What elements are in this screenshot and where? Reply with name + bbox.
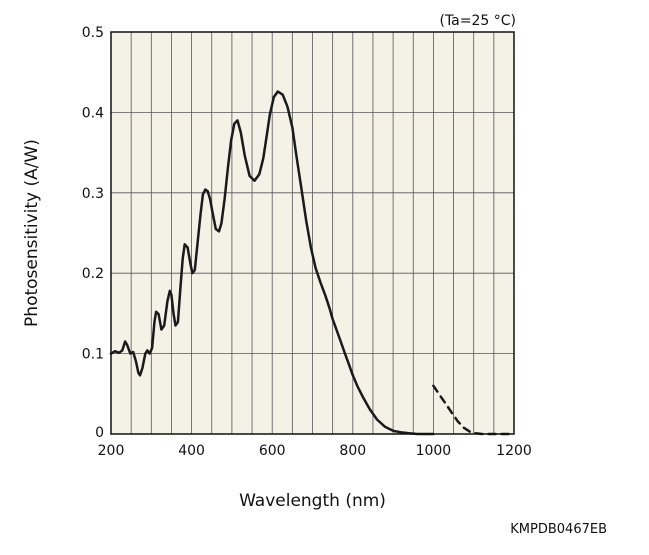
y-tick-label: 0.4 xyxy=(82,105,104,121)
tick-labels: 200 400 600 800 1000 1200 0 0.1 0.2 0.3 0.4 0.5 xyxy=(82,25,532,459)
y-tick-label: 0.5 xyxy=(82,25,104,41)
x-axis-label: Wavelength (nm) xyxy=(239,491,386,511)
plot-frame xyxy=(110,31,515,435)
series-line-solid xyxy=(109,90,435,436)
x-tick-label: 200 xyxy=(98,443,125,459)
y-tick-label: 0 xyxy=(95,425,104,441)
grid-lines xyxy=(111,32,514,434)
x-tick-label: 800 xyxy=(339,443,366,459)
condition-note: (Ta=25 °C) xyxy=(439,13,516,29)
y-tick-label: 0.2 xyxy=(82,266,104,282)
figure-code: KMPDB0467EB xyxy=(510,522,607,537)
x-tick-label: 1000 xyxy=(416,443,452,459)
x-tick-label: 600 xyxy=(259,443,286,459)
series-lines xyxy=(109,90,516,436)
y-axis-label: Photosensitivity (A/W) xyxy=(22,139,42,327)
series-line-dashed xyxy=(432,384,516,436)
y-tick-label: 0.1 xyxy=(82,347,104,363)
y-tick-label: 0.3 xyxy=(82,186,104,202)
x-tick-label: 1200 xyxy=(496,443,532,459)
x-tick-label: 400 xyxy=(178,443,205,459)
